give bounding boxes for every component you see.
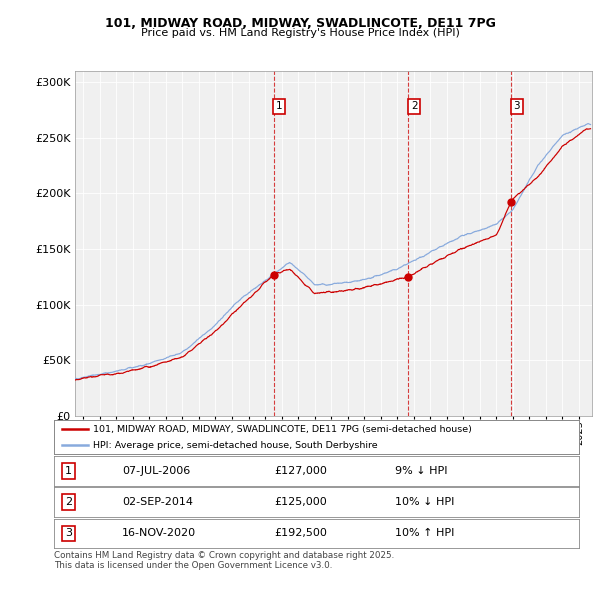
Text: 10% ↑ HPI: 10% ↑ HPI — [395, 529, 455, 538]
Text: 10% ↓ HPI: 10% ↓ HPI — [395, 497, 455, 507]
Text: £127,000: £127,000 — [275, 466, 328, 476]
Text: 07-JUL-2006: 07-JUL-2006 — [122, 466, 191, 476]
Text: HPI: Average price, semi-detached house, South Derbyshire: HPI: Average price, semi-detached house,… — [94, 441, 378, 450]
Text: Price paid vs. HM Land Registry's House Price Index (HPI): Price paid vs. HM Land Registry's House … — [140, 28, 460, 38]
Text: 16-NOV-2020: 16-NOV-2020 — [122, 529, 196, 538]
Text: 1: 1 — [276, 101, 283, 112]
Text: Contains HM Land Registry data © Crown copyright and database right 2025.
This d: Contains HM Land Registry data © Crown c… — [54, 551, 394, 571]
Text: 1: 1 — [65, 466, 72, 476]
Text: 9% ↓ HPI: 9% ↓ HPI — [395, 466, 448, 476]
Text: 02-SEP-2014: 02-SEP-2014 — [122, 497, 193, 507]
Text: 3: 3 — [65, 529, 72, 538]
Text: 3: 3 — [514, 101, 520, 112]
Text: 2: 2 — [65, 497, 72, 507]
Text: 2: 2 — [411, 101, 418, 112]
Text: 101, MIDWAY ROAD, MIDWAY, SWADLINCOTE, DE11 7PG (semi-detached house): 101, MIDWAY ROAD, MIDWAY, SWADLINCOTE, D… — [94, 425, 472, 434]
Text: 101, MIDWAY ROAD, MIDWAY, SWADLINCOTE, DE11 7PG: 101, MIDWAY ROAD, MIDWAY, SWADLINCOTE, D… — [104, 17, 496, 30]
Text: £192,500: £192,500 — [275, 529, 328, 538]
Text: £125,000: £125,000 — [275, 497, 327, 507]
